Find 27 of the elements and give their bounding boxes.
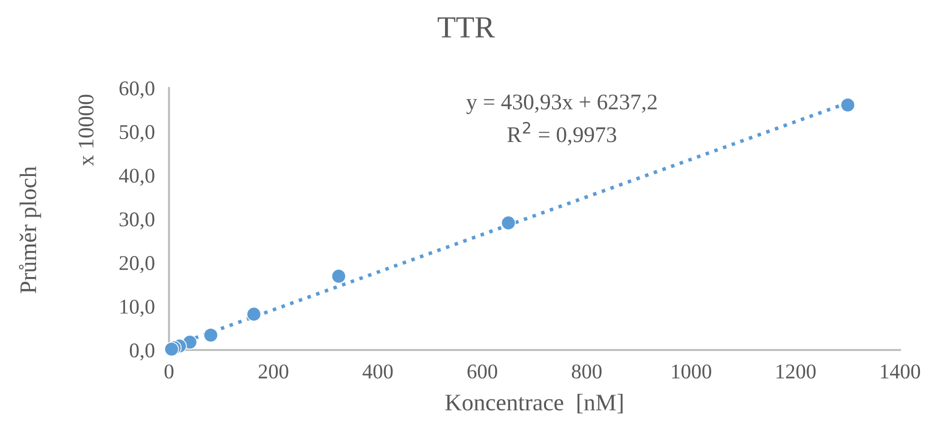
point [331,268,346,284]
annotation: R$^{2}$ = 0,9973 [507,122,616,146]
y-tick-label: 0,0 [130,343,154,360]
point [246,306,262,322]
x-tick-label: 1200 [776,364,816,379]
x-tick-label: 400 [362,364,393,379]
y-tick-label: 40,0 [119,168,154,186]
x-tick-label: 600 [468,364,498,379]
y-tick-label: 60,0 [120,81,154,98]
x-tick-label: 1000 [672,364,712,379]
x-tick-label: 1400 [881,364,920,379]
point [501,216,516,230]
x-tick-label: 200 [258,364,288,379]
chart-title: TTR [438,17,495,38]
point [164,342,179,356]
y-tick-label: 20,0 [120,256,154,274]
y-tick-label: 50,0 [120,125,154,142]
x-axis-title: Koncentrace [nM] [445,394,623,414]
point [840,98,856,112]
y-axis-title: Průměr ploch [18,166,42,294]
x-tick-label: 0 [164,364,174,379]
point [203,328,218,343]
y-tick-label: 30,0 [120,212,154,230]
y-tick-label: 10,0 [120,300,154,317]
x-tick-label: 800 [572,364,602,379]
text: x 10000 [78,94,94,166]
annotation: y = 430,93x + 6237,2 [466,94,657,114]
